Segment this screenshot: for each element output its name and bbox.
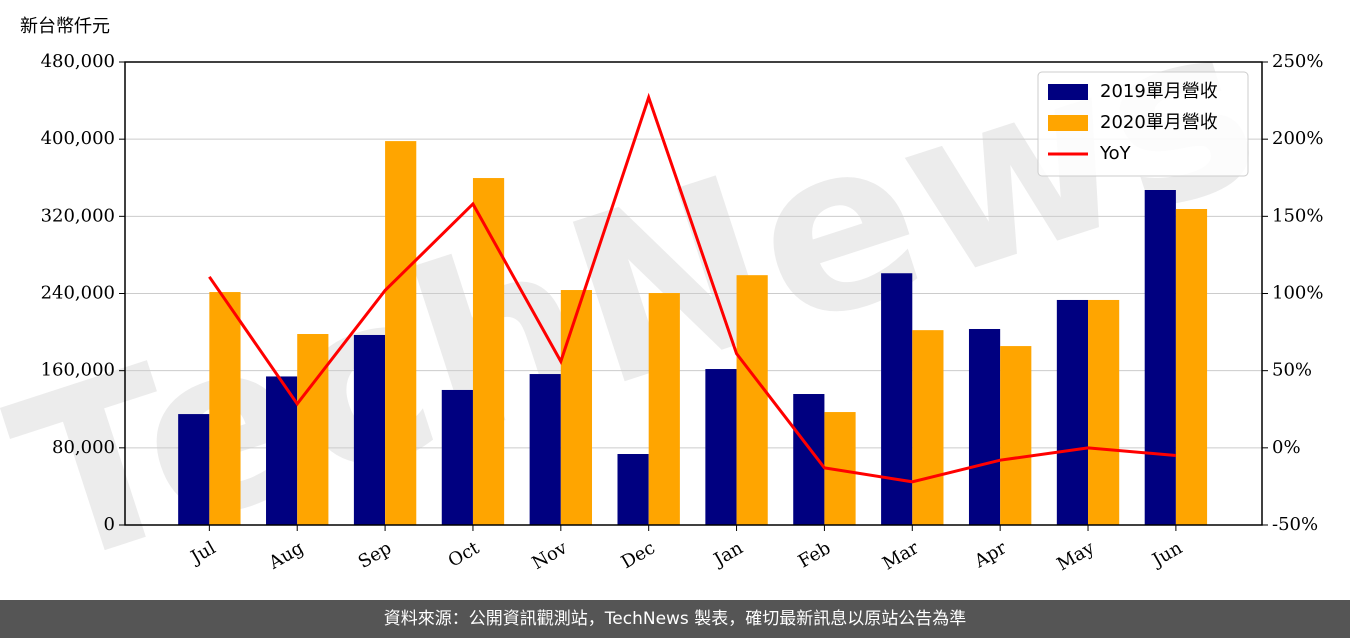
bar (266, 376, 298, 525)
bar (968, 328, 1001, 525)
x-tick-label: Dec (618, 537, 659, 573)
y-tick-label: 0 (104, 514, 115, 535)
legend-swatch (1048, 84, 1088, 100)
y-tick-label: 480,000 (41, 51, 115, 72)
x-tick-label: Jan (709, 537, 747, 571)
x-tick-label: Sep (355, 537, 395, 572)
y2-tick-label: 50% (1272, 360, 1312, 381)
bar (353, 334, 386, 525)
x-tick-label: Apr (970, 537, 1010, 572)
yoy-line (208, 92, 1177, 484)
bar (1175, 209, 1208, 525)
bar (705, 369, 737, 525)
bar (385, 141, 417, 526)
plot-frame (124, 61, 1263, 526)
bar (1000, 346, 1032, 525)
bar (297, 334, 329, 525)
bar (912, 330, 944, 525)
y2-tick-label: 0% (1272, 437, 1301, 458)
x-tick-label: Oct (445, 537, 484, 572)
y2-tick-label: -50% (1272, 514, 1318, 535)
bar (648, 293, 680, 525)
bar (560, 290, 593, 525)
bar (617, 454, 649, 525)
bar (529, 374, 561, 525)
bar (441, 389, 473, 525)
bar (736, 275, 768, 525)
bar (472, 178, 505, 525)
y-tick-label: 400,000 (41, 128, 115, 149)
x-tick-label: Feb (795, 537, 835, 572)
bar (178, 414, 210, 525)
legend-label: 2019單月營收 (1100, 81, 1218, 102)
x-tick-label: Nov (528, 537, 571, 574)
source-text: 資料來源：公開資訊觀測站，TechNews 製表，確切最新訊息以原站公告為準 (384, 609, 966, 629)
y2-tick-label: 250% (1272, 51, 1323, 72)
x-tick-label: May (1053, 537, 1098, 575)
y-tick-label: 320,000 (41, 205, 115, 226)
x-tick-label: Mar (879, 537, 923, 574)
y-tick-label: 160,000 (41, 360, 115, 381)
unit-label: 新台幣仟元 (20, 16, 110, 37)
bar (1144, 190, 1176, 525)
bar (1056, 299, 1089, 525)
y2-tick-label: 200% (1272, 128, 1323, 149)
legend-swatch (1048, 115, 1088, 131)
bar (1088, 299, 1120, 525)
x-tick-label: Jun (1147, 537, 1186, 572)
legend-box (1037, 71, 1249, 177)
legend-label: YoY (1099, 143, 1132, 164)
y-tick-label: 80,000 (52, 437, 115, 458)
legend-label: 2020單月營收 (1100, 112, 1218, 133)
y2-tick-label: 100% (1272, 283, 1323, 304)
y2-tick-label: 150% (1272, 205, 1323, 226)
footer-band (0, 600, 1350, 638)
bar (881, 273, 913, 525)
bar (209, 292, 241, 525)
y-tick-label: 240,000 (41, 283, 115, 304)
